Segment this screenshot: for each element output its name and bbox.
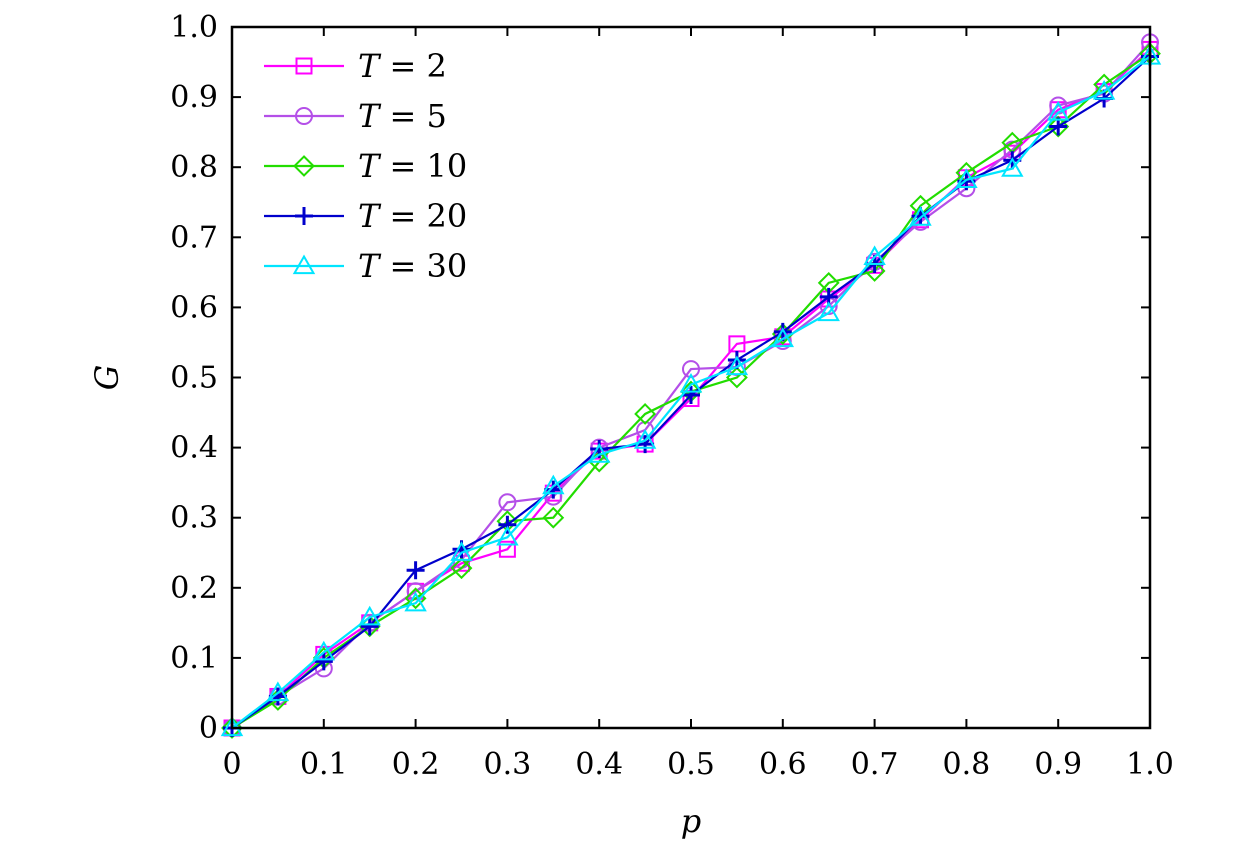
y-tick-label: 0.5 (170, 361, 218, 396)
data-point (1001, 157, 1024, 177)
data-point (633, 429, 657, 449)
y-tick-label: 0.8 (170, 150, 218, 185)
y-tick-label: 0.9 (170, 80, 218, 115)
y-tick-label: 0.2 (170, 571, 218, 606)
series-line (231, 55, 1151, 729)
data-point (955, 168, 978, 188)
data-point (542, 474, 565, 495)
legend-item: T = 5 (264, 97, 447, 135)
y-tick-label: 0.7 (170, 220, 218, 255)
data-point (1046, 101, 1070, 121)
data-point (498, 493, 517, 512)
legend-equals: = (379, 247, 426, 285)
y-tick-label: 0.1 (170, 641, 218, 676)
y-tick-label: 0.6 (170, 290, 218, 325)
data-point (498, 515, 517, 534)
x-tick-label: 1.0 (1126, 747, 1174, 782)
data-point (542, 506, 565, 529)
legend-equals: = (379, 47, 426, 85)
plot-frame (230, 25, 1152, 730)
legend-marker (295, 207, 313, 225)
series-30 (220, 44, 1162, 737)
legend-equals: = (379, 97, 426, 135)
data-point (817, 301, 840, 322)
data-point (450, 541, 473, 561)
data-point (682, 360, 700, 379)
legend-variable: T (358, 97, 382, 135)
legend-label: T = 5 (358, 97, 447, 135)
data-point (406, 561, 425, 580)
legend-item: T = 20 (264, 197, 467, 235)
x-tick-label: 0.8 (943, 747, 991, 782)
data-point (636, 435, 655, 454)
legend-variable: T (358, 147, 382, 185)
series-layer (220, 33, 1162, 739)
legend-label: T = 10 (358, 147, 467, 185)
legend-variable: T (358, 47, 382, 85)
x-axis-label: p (681, 802, 701, 840)
x-tick-label: 0.1 (300, 747, 348, 782)
x-tick-label: 0.2 (392, 747, 440, 782)
data-point (771, 327, 795, 348)
legend-item: T = 2 (264, 47, 447, 85)
y-tick-label: 0.3 (170, 501, 218, 536)
x-tick-label: 0.6 (759, 747, 807, 782)
legend-item: T = 30 (264, 247, 467, 285)
legend-variable: T (358, 197, 382, 235)
legend-marker (295, 107, 313, 125)
data-point (496, 525, 519, 546)
data-point (909, 206, 932, 226)
legend-value: 5 (427, 97, 447, 135)
x-tick-label: 0.7 (851, 747, 899, 782)
data-point (634, 403, 657, 425)
data-point (682, 386, 700, 405)
data-point (450, 557, 473, 580)
y-axis-ticks: 0 0.1 0.2 0.3 0.4 0.5 0.6 0.7 0.8 0.9 1.0 (170, 10, 1150, 746)
data-point (314, 652, 333, 671)
x-tick-label: 0 (222, 747, 241, 782)
data-point (587, 443, 611, 463)
data-point (266, 681, 290, 702)
legend-marker (292, 254, 316, 275)
legend-equals: = (379, 147, 426, 185)
y-tick-label: 1.0 (170, 10, 218, 45)
data-point (679, 372, 703, 393)
legend-value: 2 (427, 47, 447, 85)
legend-value: 10 (427, 147, 468, 185)
data-point (498, 540, 516, 558)
legend-value: 30 (427, 247, 468, 285)
data-point (1092, 79, 1116, 100)
data-point (312, 640, 336, 661)
legend: T = 2T = 5T = 10T = 20T = 30 (264, 47, 467, 285)
y-tick-label: 0.4 (170, 431, 218, 466)
data-point (725, 355, 749, 376)
legend-label: T = 2 (358, 47, 447, 85)
legend-value: 20 (427, 197, 468, 235)
data-point (404, 591, 427, 612)
legend-equals: = (379, 197, 426, 235)
x-tick-label: 0.9 (1034, 747, 1082, 782)
y-axis-label: G (88, 365, 126, 391)
x-tick-label: 0.4 (575, 747, 623, 782)
legend-marker (293, 155, 315, 177)
legend-marker (295, 57, 313, 75)
data-point (360, 617, 379, 636)
x-axis-ticks: 0 0.1 0.2 0.3 0.4 0.5 0.6 0.7 0.8 0.9 1.0 (222, 27, 1174, 782)
legend-label: T = 20 (358, 197, 467, 235)
data-point (863, 245, 886, 266)
legend-label: T = 30 (358, 247, 467, 285)
x-tick-label: 0.5 (667, 747, 715, 782)
legend-variable: T (358, 247, 382, 285)
data-point (544, 480, 563, 499)
x-tick-label: 0.3 (484, 747, 532, 782)
data-point (358, 605, 381, 626)
legend-item: T = 10 (264, 147, 467, 185)
y-tick-label: 0 (199, 711, 218, 746)
